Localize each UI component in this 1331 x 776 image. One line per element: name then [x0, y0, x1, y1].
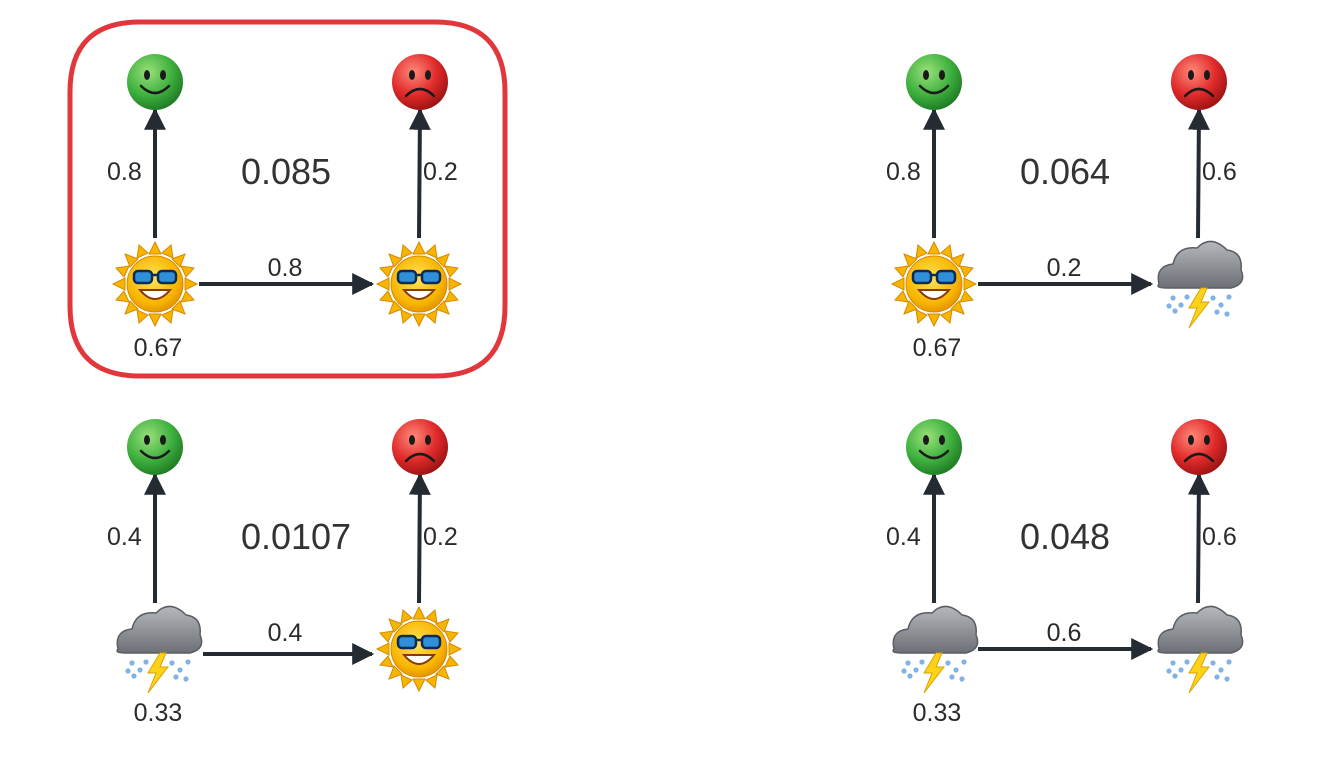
rainy-icon: [1157, 605, 1244, 694]
start-emission-prob: 0.4: [886, 523, 921, 551]
sad-face-icon: [392, 419, 448, 475]
next-emission-prob: 0.6: [1202, 158, 1237, 186]
start-prob: 0.67: [913, 334, 962, 362]
emission-arrow: [408, 472, 431, 604]
diagram-panel: 0.4 0.6 0.6 0.33 0.048: [886, 419, 1244, 727]
sad-face-icon: [392, 54, 448, 110]
start-emission-prob: 0.8: [886, 158, 921, 186]
happy-face-icon: [906, 419, 962, 475]
next-emission-prob: 0.6: [1202, 523, 1237, 551]
diagram-panel: 0.4 0.2 0.4 0.33 0.0107: [107, 419, 463, 727]
emission-arrow: [408, 107, 431, 239]
transition-prob: 0.2: [1047, 254, 1082, 282]
happy-face-icon: [906, 54, 962, 110]
sunny-icon: [375, 240, 463, 328]
joint-prob: 0.048: [1020, 516, 1110, 557]
start-emission-prob: 0.8: [107, 158, 142, 186]
start-prob: 0.33: [134, 699, 183, 727]
next-emission-prob: 0.2: [423, 523, 458, 551]
joint-prob: 0.085: [241, 151, 331, 192]
joint-prob: 0.0107: [241, 516, 351, 557]
happy-face-icon: [127, 419, 183, 475]
sunny-icon: [890, 240, 978, 328]
sad-face-icon: [1171, 54, 1227, 110]
sunny-icon: [375, 605, 463, 693]
emission-arrow: [1187, 107, 1210, 239]
happy-face-icon: [127, 54, 183, 110]
start-emission-prob: 0.4: [107, 523, 142, 551]
next-emission-prob: 0.2: [423, 158, 458, 186]
transition-prob: 0.8: [268, 254, 303, 282]
rainy-icon: [116, 605, 203, 694]
rainy-icon: [1157, 240, 1244, 329]
joint-prob: 0.064: [1020, 151, 1110, 192]
transition-prob: 0.6: [1047, 619, 1082, 647]
sunny-icon: [111, 240, 199, 328]
diagram-panel: 0.8 0.2 0.8 0.67 0.085: [67, 19, 508, 379]
start-prob: 0.33: [913, 699, 962, 727]
rainy-icon: [892, 605, 979, 694]
sad-face-icon: [1171, 419, 1227, 475]
transition-prob: 0.4: [268, 619, 303, 647]
emission-arrow: [1187, 472, 1210, 604]
highlight-outline: [67, 19, 508, 379]
start-prob: 0.67: [134, 334, 183, 362]
diagram-panel: 0.8 0.6 0.2 0.67 0.064: [886, 54, 1244, 362]
